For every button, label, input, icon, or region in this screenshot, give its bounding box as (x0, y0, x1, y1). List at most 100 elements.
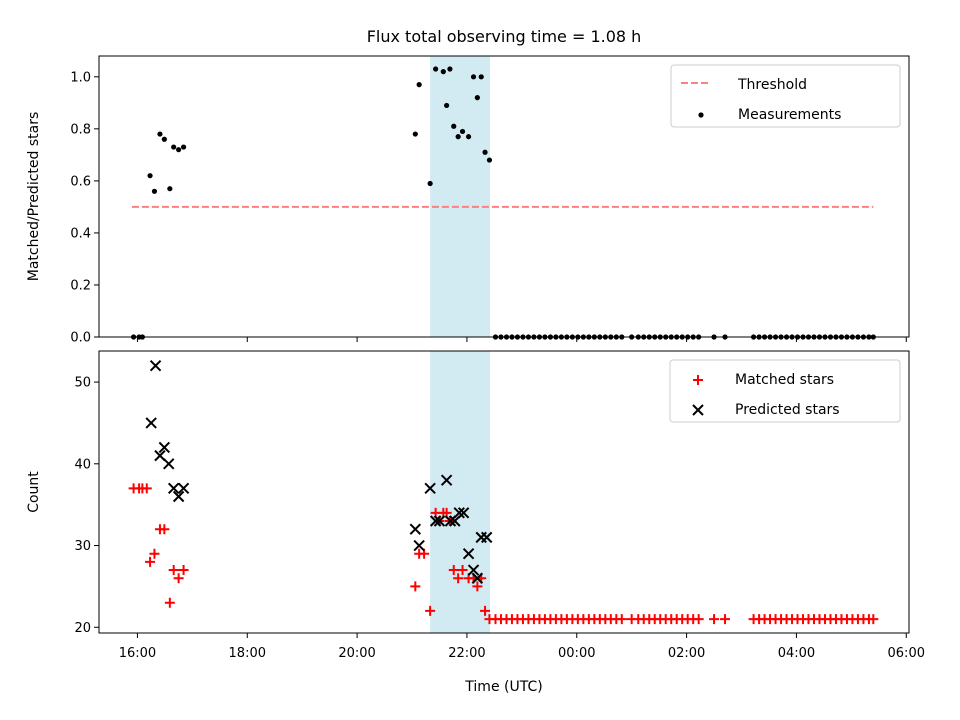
data-point (433, 66, 439, 72)
data-point (149, 360, 162, 372)
series-matched-stars (128, 483, 879, 625)
data-point (482, 149, 488, 155)
x-tick-label: 04:00 (778, 646, 815, 661)
data-point (480, 531, 493, 544)
data-point (424, 482, 436, 495)
x-tick-label: 06:00 (888, 646, 925, 661)
data-point (413, 539, 425, 552)
data-point (147, 173, 153, 179)
data-point (145, 556, 156, 567)
data-point (451, 123, 457, 129)
data-point (440, 474, 453, 486)
data-point (416, 82, 422, 88)
data-point (720, 614, 731, 625)
data-point (693, 614, 704, 625)
data-point (173, 573, 184, 584)
data-point (141, 483, 152, 494)
x-tick-label: 00:00 (558, 646, 595, 661)
legend-handle (692, 404, 704, 416)
axes-frame (98, 350, 910, 634)
bottom-plot-area: 20 30 40 50 16:00 18:00 20:00 22:00 00:00 02:00 04… (26, 350, 925, 661)
data-point (459, 128, 466, 135)
data-point (480, 605, 491, 616)
series-predicted-stars (145, 360, 493, 584)
top-plot-area: 0.0 0.2 0.4 0.6 0.8 1.0 Matched/Predicted star… (26, 55, 910, 346)
data-point (462, 548, 475, 560)
axes-frame (98, 55, 910, 338)
x-axis-label: Time (UTC) (464, 679, 542, 695)
y-tick-label: 0.8 (70, 122, 91, 137)
data-point (433, 515, 446, 527)
top-panel-flux-ratio: Flux total observing time = 1.08 h 0.0 0.… (26, 27, 910, 346)
legend-label: Matched stars (735, 372, 834, 388)
data-point (180, 144, 187, 150)
legend-box (670, 64, 901, 128)
data-point (412, 131, 418, 137)
data-point (457, 565, 468, 576)
y-tick-label: 0.2 (70, 278, 91, 293)
data-point (448, 565, 459, 576)
data-point (410, 581, 421, 592)
data-point (486, 157, 493, 163)
data-point (164, 597, 175, 608)
data-point (176, 147, 182, 153)
data-point (158, 441, 171, 454)
legend-handle (693, 375, 703, 385)
data-point (172, 490, 185, 503)
data-point (471, 572, 484, 584)
y-axis-label: Matched/Predicted stars (26, 112, 42, 282)
y-tick-label: 0.4 (70, 226, 91, 241)
data-point (163, 458, 175, 470)
data-point (465, 134, 472, 140)
x-tick-label: 16:00 (119, 646, 156, 661)
legend-label: Measurements (738, 107, 841, 123)
data-point (478, 74, 484, 80)
data-point (409, 523, 422, 535)
data-point (440, 69, 446, 75)
chart-title: Flux total observing time = 1.08 h (367, 27, 642, 46)
data-point (159, 524, 170, 535)
data-point (161, 136, 167, 142)
data-point (453, 507, 465, 519)
x-tick-label: 20:00 (338, 646, 375, 661)
data-point (472, 581, 483, 592)
data-point (444, 102, 450, 109)
data-point (177, 482, 190, 495)
legend: Matched stars Predicted stars (669, 359, 901, 423)
data-point (455, 134, 461, 140)
data-point (427, 180, 433, 187)
observing-window-shade (430, 351, 490, 633)
y-tick-label: 30 (74, 539, 91, 554)
data-point (145, 417, 157, 429)
y-tick-label: 40 (74, 457, 91, 472)
data-point (444, 515, 457, 527)
y-tick-label: 0.6 (70, 174, 91, 189)
data-point (149, 548, 160, 559)
data-point (178, 565, 189, 576)
legend-label: Threshold (737, 77, 807, 93)
data-point (429, 515, 442, 527)
x-tick-label: 22:00 (448, 646, 485, 661)
data-point (171, 144, 177, 150)
data-point (154, 449, 166, 462)
data-point (157, 131, 163, 137)
data-point (167, 186, 173, 192)
x-tick-label: 02:00 (668, 646, 705, 661)
y-tick-label: 0.0 (70, 331, 91, 346)
data-point (868, 614, 879, 625)
data-point (151, 188, 158, 194)
data-point (616, 614, 627, 625)
y-tick-label: 20 (74, 621, 91, 636)
x-tick-label: 18:00 (229, 646, 266, 661)
data-point (457, 507, 470, 519)
data-point (453, 573, 464, 584)
y-tick-label: 50 (74, 376, 91, 391)
data-point (425, 605, 436, 616)
legend-box (669, 359, 901, 423)
bottom-panel-star-counts: 20 30 40 50 16:00 18:00 20:00 22:00 00:00 02:00 04… (26, 350, 925, 695)
data-point (447, 66, 453, 72)
legend-label: Predicted stars (735, 402, 840, 418)
data-point (167, 482, 180, 495)
observing-window-shade (430, 56, 490, 337)
